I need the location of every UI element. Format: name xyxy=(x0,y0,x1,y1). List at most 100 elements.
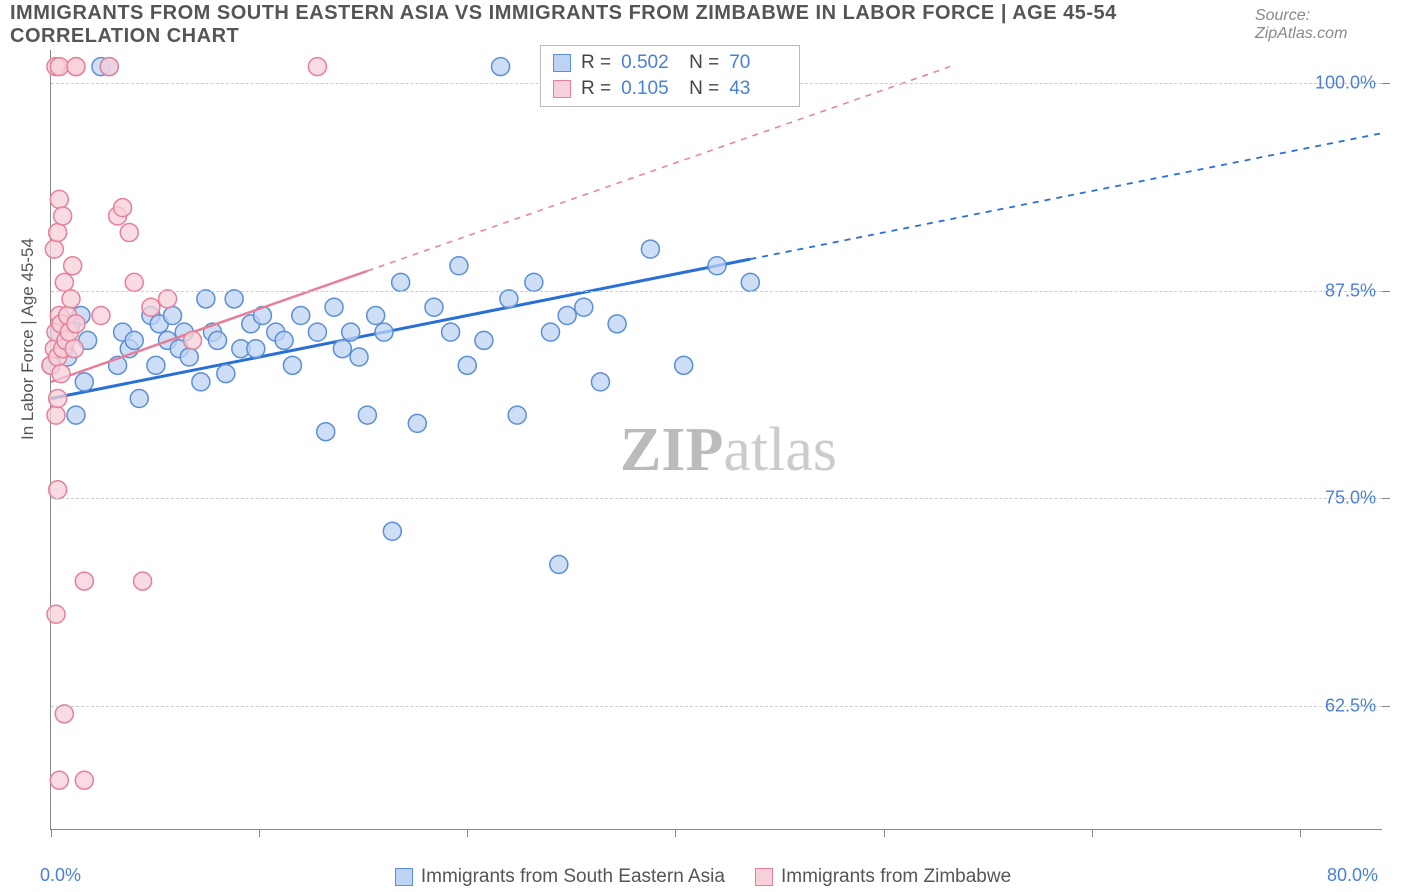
x-tick-mark xyxy=(1300,829,1301,837)
data-point xyxy=(608,315,626,333)
data-point xyxy=(55,273,73,291)
x-tick-mark xyxy=(259,829,260,837)
data-point xyxy=(475,331,493,349)
x-tick-mark xyxy=(51,829,52,837)
data-point xyxy=(67,58,85,76)
data-point xyxy=(508,406,526,424)
data-point xyxy=(180,348,198,366)
data-point xyxy=(114,199,132,217)
legend-bottom: Immigrants from South Eastern Asia Immigr… xyxy=(0,866,1406,888)
data-point xyxy=(450,257,468,275)
y-tick-mark xyxy=(1382,498,1390,499)
data-point xyxy=(350,348,368,366)
data-point xyxy=(558,307,576,325)
data-point xyxy=(550,555,568,573)
data-point xyxy=(50,771,68,789)
data-point xyxy=(197,290,215,308)
data-point xyxy=(741,273,759,291)
stats-swatch xyxy=(553,80,571,98)
data-point xyxy=(217,365,235,383)
data-point xyxy=(675,356,693,374)
stats-row: R =0.105N =43 xyxy=(553,76,787,102)
y-tick-label: 100.0% xyxy=(1315,73,1384,94)
data-point xyxy=(308,323,326,341)
legend-swatch xyxy=(395,868,413,886)
data-point xyxy=(164,307,182,325)
data-point xyxy=(209,331,227,349)
data-point xyxy=(367,307,385,325)
chart-title: IMMIGRANTS FROM SOUTH EASTERN ASIA VS IM… xyxy=(10,2,1255,48)
data-point xyxy=(47,406,65,424)
stats-swatch xyxy=(553,54,571,72)
data-point xyxy=(641,240,659,258)
data-point xyxy=(55,705,73,723)
data-point xyxy=(708,257,726,275)
y-tick-label: 75.0% xyxy=(1325,488,1384,509)
stats-row: R =0.502N =70 xyxy=(553,50,787,76)
data-point xyxy=(458,356,476,374)
data-point xyxy=(425,298,443,316)
gridline xyxy=(51,498,1382,499)
data-point xyxy=(67,315,85,333)
legend-swatch xyxy=(755,868,773,886)
data-point xyxy=(47,605,65,623)
stats-legend-box: R =0.502N =70R =0.105N =43 xyxy=(540,45,800,107)
data-point xyxy=(130,390,148,408)
y-tick-mark xyxy=(1382,83,1390,84)
x-tick-mark xyxy=(467,829,468,837)
data-point xyxy=(52,365,70,383)
data-point xyxy=(159,290,177,308)
x-tick-mark xyxy=(675,829,676,837)
data-point xyxy=(283,356,301,374)
data-point xyxy=(392,273,410,291)
data-point xyxy=(184,331,202,349)
data-point xyxy=(62,290,80,308)
legend-item: Immigrants from South Eastern Asia xyxy=(395,866,725,888)
stats-n-value: 70 xyxy=(729,52,787,74)
data-point xyxy=(120,224,138,242)
data-point xyxy=(142,298,160,316)
gridline xyxy=(51,291,1382,292)
data-point xyxy=(308,58,326,76)
stats-n-value: 43 xyxy=(729,78,787,100)
data-point xyxy=(375,323,393,341)
stats-r-label: R = xyxy=(581,52,611,74)
y-tick-mark xyxy=(1382,706,1390,707)
data-point xyxy=(75,771,93,789)
data-point xyxy=(225,290,243,308)
data-point xyxy=(147,356,165,374)
data-point xyxy=(442,323,460,341)
data-point xyxy=(64,257,82,275)
x-tick-mark xyxy=(1092,829,1093,837)
stats-n-label: N = xyxy=(689,78,719,100)
data-point xyxy=(492,58,510,76)
data-point xyxy=(247,340,265,358)
data-point xyxy=(49,390,67,408)
data-point xyxy=(591,373,609,391)
data-point xyxy=(75,572,93,590)
stats-n-label: N = xyxy=(689,52,719,74)
data-point xyxy=(49,224,67,242)
y-axis-title: In Labor Force | Age 45-54 xyxy=(18,238,38,440)
data-point xyxy=(49,481,67,499)
trend-line-dashed xyxy=(750,133,1383,259)
y-tick-label: 87.5% xyxy=(1325,280,1384,301)
data-point xyxy=(125,331,143,349)
data-point xyxy=(45,240,63,258)
data-point xyxy=(134,572,152,590)
data-point xyxy=(317,423,335,441)
legend-label: Immigrants from Zimbabwe xyxy=(781,866,1011,888)
data-point xyxy=(192,373,210,391)
legend-label: Immigrants from South Eastern Asia xyxy=(421,866,725,888)
data-point xyxy=(325,298,343,316)
data-point xyxy=(292,307,310,325)
legend-item: Immigrants from Zimbabwe xyxy=(755,866,1011,888)
stats-r-value: 0.105 xyxy=(621,78,679,100)
data-point xyxy=(333,340,351,358)
data-point xyxy=(65,340,83,358)
chart-svg xyxy=(51,50,1382,829)
data-point xyxy=(500,290,518,308)
gridline xyxy=(51,706,1382,707)
data-point xyxy=(75,373,93,391)
x-tick-mark xyxy=(884,829,885,837)
